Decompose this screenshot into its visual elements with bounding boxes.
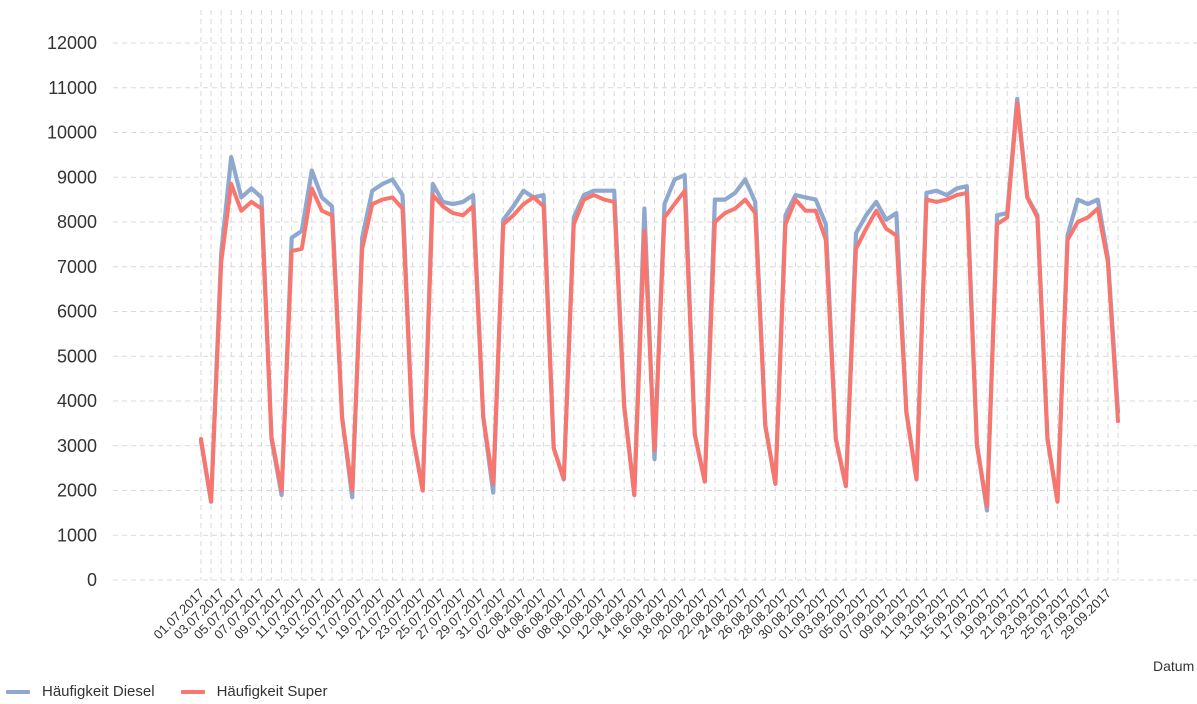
y-tick-label: 3000 xyxy=(57,436,97,456)
y-tick-label: 4000 xyxy=(57,391,97,411)
x-axis-ticks: 01.07.201703.07.201705.07.201707.07.2017… xyxy=(150,586,1114,643)
x-axis-label: Datum xyxy=(1153,658,1194,674)
y-tick-label: 10000 xyxy=(47,123,97,143)
y-tick-label: 11000 xyxy=(48,78,97,98)
legend-label-super: Häufigkeit Super xyxy=(216,683,328,700)
series-line-super xyxy=(199,101,1120,509)
series-lines xyxy=(198,96,1121,513)
legend-item-super: Häufigkeit Super xyxy=(180,683,328,700)
y-tick-label: 7000 xyxy=(57,257,97,277)
gridlines xyxy=(113,10,1197,581)
y-tick-label: 5000 xyxy=(57,346,97,366)
legend-swatch-diesel xyxy=(6,689,30,694)
y-axis-ticks: 0 1000 2000 3000 4000 5000 6000 7000 8000 9000 100… xyxy=(47,33,97,590)
legend-item-diesel: Häufigkeit Diesel xyxy=(6,683,155,700)
y-tick-label: 12000 xyxy=(47,33,97,53)
y-tick-label: 0 xyxy=(87,570,97,590)
legend-label-diesel: Häufigkeit Diesel xyxy=(42,683,155,700)
y-tick-label: 9000 xyxy=(57,167,97,187)
y-tick-label: 8000 xyxy=(57,212,97,232)
y-tick-label: 2000 xyxy=(57,481,97,501)
y-tick-label: 1000 xyxy=(57,525,97,545)
legend-swatch-super xyxy=(180,689,205,694)
legend: Häufigkeit Diesel Häufigkeit Super xyxy=(6,683,353,700)
y-tick-label: 6000 xyxy=(57,302,97,322)
